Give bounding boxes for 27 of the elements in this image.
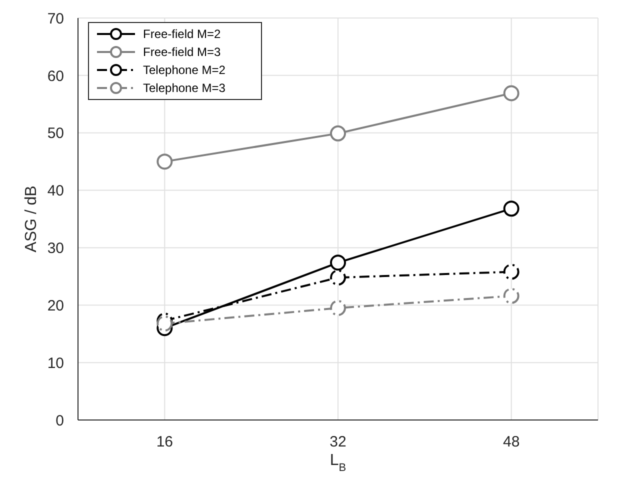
point — [503, 288, 520, 304]
y-tick-label: 60 — [47, 68, 64, 85]
legend-label: Telephone M=2 — [143, 63, 226, 77]
point — [330, 125, 346, 142]
point — [156, 154, 173, 170]
legend-label: Telephone M=3 — [143, 81, 226, 95]
y-tick-label: 20 — [47, 297, 64, 314]
point — [330, 270, 346, 286]
point — [503, 264, 520, 280]
point — [330, 300, 346, 316]
x-tick-label: 48 — [502, 434, 520, 451]
y-tick-label: 30 — [47, 240, 64, 258]
y-tick-label: 0 — [56, 412, 64, 430]
legend-label: Free-field M=2 — [143, 27, 221, 41]
y-axis-title: ASG / dB — [23, 186, 40, 252]
point — [503, 85, 520, 102]
y-tick-label: 10 — [47, 354, 64, 372]
y-tick-label: 50 — [47, 125, 64, 142]
legend-label: Free-field M=3 — [143, 45, 221, 59]
y-tick-label: 70 — [47, 10, 64, 28]
y-tick-label: 40 — [47, 182, 64, 200]
x-tick-label: 32 — [330, 434, 346, 451]
point — [330, 254, 346, 271]
x-axis-title: L$_{B}$ — [330, 452, 346, 474]
point — [156, 316, 173, 332]
x-tick-label: 16 — [156, 434, 174, 451]
point — [503, 200, 520, 217]
